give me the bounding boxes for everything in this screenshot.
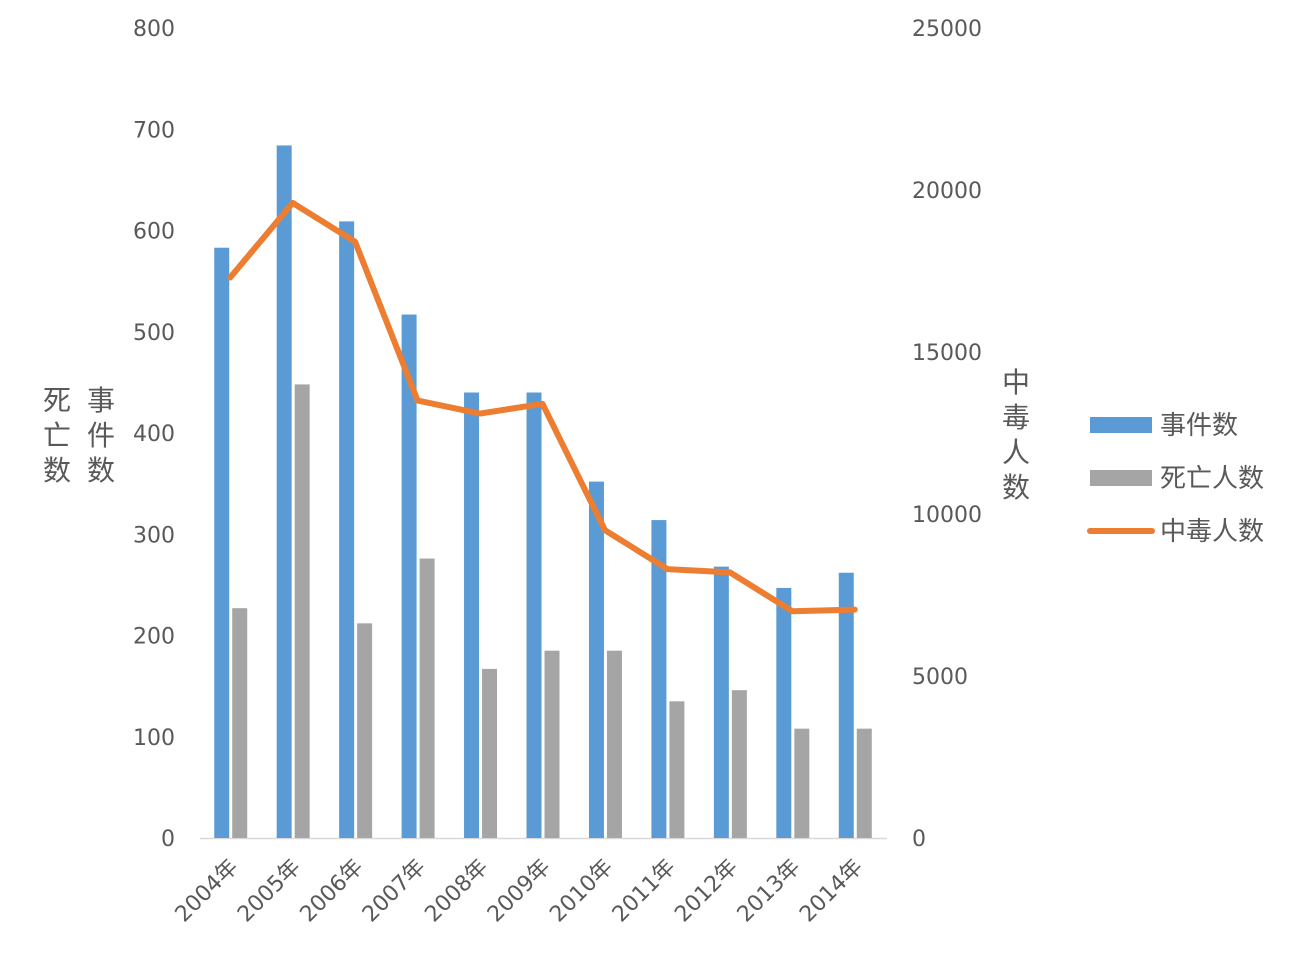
y-right-tick-label: 0 xyxy=(912,827,926,852)
bar-incidents xyxy=(776,587,792,838)
y-left-axis-title-char: 数 xyxy=(87,454,115,487)
y-left-axis-title-char: 事 xyxy=(87,384,115,417)
legend-label: 死亡人数 xyxy=(1160,464,1264,494)
y-right-axis-title-char: 中 xyxy=(1002,366,1030,399)
bars-layer xyxy=(214,145,872,839)
y-left-tick-label: 400 xyxy=(133,422,175,447)
y-left-tick-label: 800 xyxy=(133,17,175,42)
x-tick-label: 2007年 xyxy=(358,855,431,928)
y-right-tick-label: 25000 xyxy=(912,17,982,42)
legend-label: 事件数 xyxy=(1160,411,1238,441)
legend-label: 中毒人数 xyxy=(1160,517,1264,547)
y-left-axis-title-char: 件 xyxy=(87,419,115,452)
y-left-axis-title-char: 数 xyxy=(43,454,71,487)
bar-deaths xyxy=(669,701,685,838)
y-left-tick-label: 100 xyxy=(133,726,175,751)
y-left-axis-title-char: 亡 xyxy=(43,419,71,452)
bar-incidents xyxy=(526,392,542,838)
x-tick-label: 2009年 xyxy=(483,855,556,928)
legend-swatch xyxy=(1090,470,1152,486)
bar-incidents xyxy=(588,481,604,838)
y-right-axis-title-char: 毒 xyxy=(1002,401,1030,434)
y-right-tick-label: 10000 xyxy=(912,503,982,528)
line-poisoned xyxy=(227,199,858,615)
bar-deaths xyxy=(294,384,310,838)
y-left-tick-label: 500 xyxy=(133,321,175,346)
bar-incidents xyxy=(401,314,417,839)
y-right-tick-label: 15000 xyxy=(912,341,982,366)
bar-deaths xyxy=(794,728,810,838)
y-right-tick-label: 20000 xyxy=(912,179,982,204)
bar-incidents xyxy=(838,572,854,838)
x-tick-label: 2004年 xyxy=(171,855,244,928)
bar-incidents xyxy=(713,566,729,838)
bar-incidents xyxy=(214,247,230,838)
bar-deaths xyxy=(856,728,872,838)
x-tick-label: 2013年 xyxy=(733,855,806,928)
bar-deaths xyxy=(731,690,747,838)
y-left-axis-title-char: 死 xyxy=(43,384,71,417)
bar-deaths xyxy=(606,650,622,838)
y-right-tick-label: 5000 xyxy=(912,665,968,690)
bar-deaths xyxy=(232,608,248,838)
bar-incidents xyxy=(651,520,667,838)
y-left-tick-label: 600 xyxy=(133,220,175,245)
x-tick-label: 2005年 xyxy=(233,855,306,928)
line-layer xyxy=(227,199,858,615)
y-right-axis-title-char: 人 xyxy=(1002,436,1030,469)
bar-deaths xyxy=(482,668,498,838)
bar-incidents xyxy=(464,392,480,838)
y-left-tick-label: 700 xyxy=(133,118,175,143)
y-left-tick-label: 300 xyxy=(133,523,175,548)
y-left-tick-label: 200 xyxy=(133,625,175,650)
x-tick-label: 2006年 xyxy=(296,855,369,928)
legend-swatch xyxy=(1090,417,1152,433)
x-tick-label: 2012年 xyxy=(670,855,743,928)
x-tick-label: 2010年 xyxy=(545,855,618,928)
x-tick-label: 2014年 xyxy=(795,855,868,928)
bar-deaths xyxy=(419,558,435,838)
bar-deaths xyxy=(357,623,373,838)
x-tick-label: 2008年 xyxy=(420,855,493,928)
bar-incidents xyxy=(276,145,292,838)
bar-incidents xyxy=(339,221,355,838)
y-left-tick-label: 0 xyxy=(161,827,175,852)
bar-deaths xyxy=(544,650,560,838)
y-right-axis-title-char: 数 xyxy=(1002,471,1030,504)
x-tick-label: 2011年 xyxy=(608,855,681,928)
